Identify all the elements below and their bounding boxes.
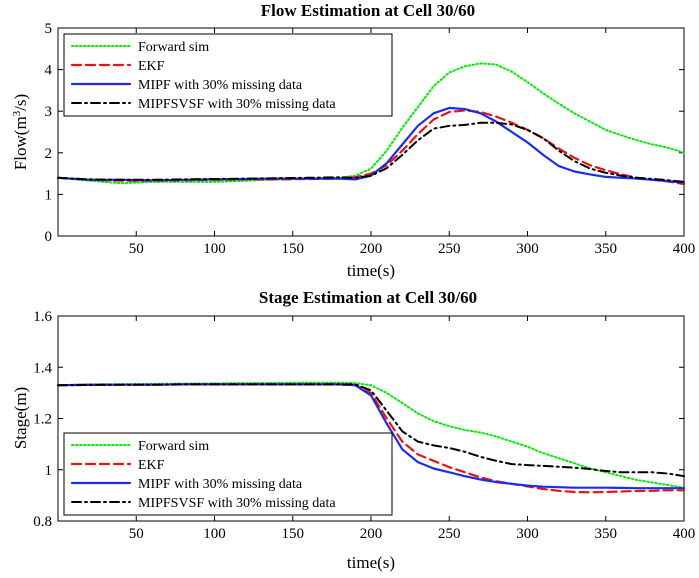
stage-chart: Stage Estimation at Cell 30/60 50 100 150 2… (11, 288, 695, 572)
x-tick-label: 300 (516, 241, 539, 257)
y-tick-label: 1 (45, 187, 53, 203)
legend-label: MIPFSVSF with 30% missing data (138, 97, 336, 112)
x-tick-label: 400 (673, 241, 696, 257)
x-tick-label: 50 (129, 241, 144, 257)
legend-label: EKF (138, 59, 165, 74)
chart-title: Stage Estimation at Cell 30/60 (259, 288, 477, 307)
x-tick-label: 250 (438, 526, 461, 542)
legend-label: Forward sim (138, 40, 209, 55)
x-tick-label: 50 (129, 526, 144, 542)
y-tick-label: 2 (45, 146, 53, 162)
y-tick-label: 4 (45, 63, 53, 79)
x-tick-label: 350 (595, 241, 618, 257)
x-tick-label: 350 (595, 526, 618, 542)
legend-label: MIPF with 30% missing data (138, 78, 303, 93)
series-line-4 (57, 121, 685, 183)
legend-label: Forward sim (138, 439, 209, 454)
y-tick-label: 1.2 (33, 412, 52, 428)
y-axis-label-prefix: Flow(m (11, 116, 30, 170)
flow-chart: Flow Estimation at Cell 30/60 50 100 150 20… (11, 1, 695, 280)
y-tick-label: 1.4 (33, 360, 52, 376)
series-line-4 (57, 383, 685, 478)
y-tick-label: 1 (45, 463, 53, 479)
legend-label: EKF (138, 458, 165, 473)
x-tick-label: 150 (282, 241, 305, 257)
legend-label: MIPFSVSF with 30% missing data (138, 496, 336, 511)
y-tick-label: 5 (45, 21, 53, 37)
y-tick-label: 1.6 (33, 309, 52, 325)
y-axis-label: Stage(m) (11, 387, 30, 449)
x-tick-label: 300 (516, 526, 539, 542)
y-tick-label: 0.8 (33, 514, 52, 530)
x-axis-label: time(s) (347, 261, 395, 280)
x-tick-label: 100 (203, 241, 226, 257)
legend-label: MIPF with 30% missing data (138, 477, 303, 492)
y-axis-label-suffix: /s) (11, 94, 30, 111)
x-tick-label: 100 (203, 526, 226, 542)
y-axis-label: Flow(m3/s) (11, 94, 30, 170)
x-tick-label: 150 (282, 526, 305, 542)
x-tick-label: 400 (673, 526, 696, 542)
y-tick-label: 3 (45, 104, 53, 120)
legend: Forward sim EKF MIPF with 30% missing data… (63, 33, 393, 117)
chart-title: Flow Estimation at Cell 30/60 (261, 1, 475, 20)
x-tick-label: 200 (360, 241, 383, 257)
legend: Forward sim EKF MIPF with 30% missing data… (63, 432, 393, 516)
x-axis-label: time(s) (347, 553, 395, 572)
x-tick-label: 250 (438, 241, 461, 257)
y-axis-label-superscript: 3 (11, 110, 23, 116)
x-tick-label: 200 (360, 526, 383, 542)
y-tick-label: 0 (45, 229, 53, 245)
series-line-1 (57, 62, 685, 185)
